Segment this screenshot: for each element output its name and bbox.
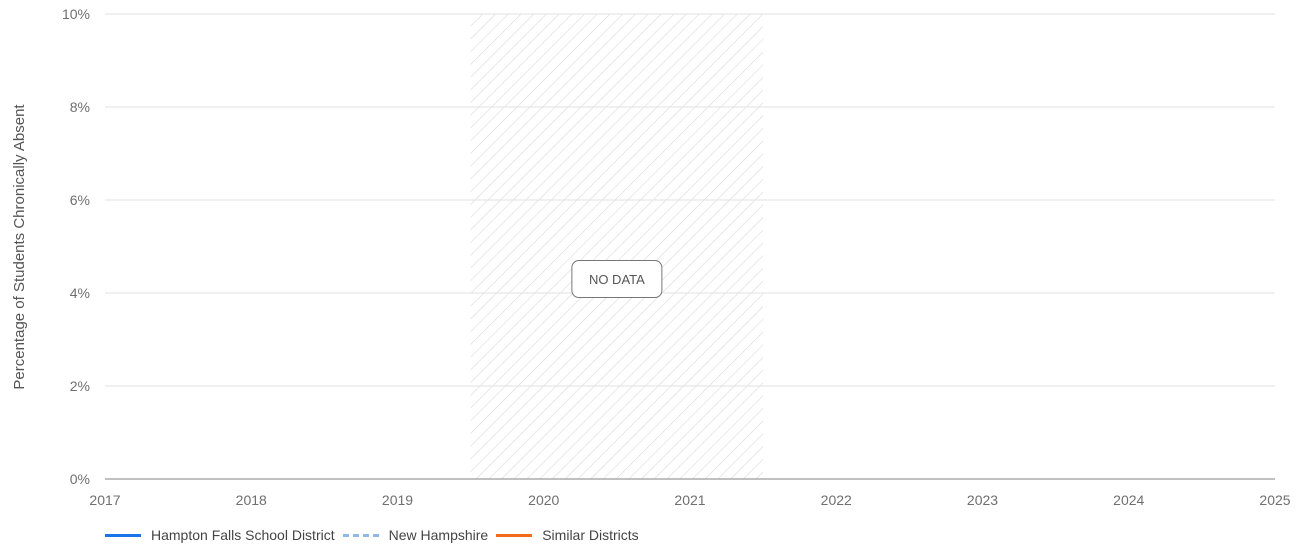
x-tick-label: 2022	[821, 492, 852, 508]
y-tick-label: 4%	[70, 285, 90, 301]
x-tick-label: 2021	[674, 492, 705, 508]
x-tick-label: 2017	[89, 492, 120, 508]
no-data-label: NO DATA	[589, 272, 645, 287]
legend-item: New Hampshire	[342, 527, 489, 543]
legend-label: Hampton Falls School District	[151, 527, 335, 543]
legend-item: Similar Districts	[496, 527, 639, 543]
legend-label: Similar Districts	[542, 527, 639, 543]
chart: 0% 2% 4% 6% 8% 10% 2017 2018 2019 2020 2021 2022 20…	[11, 6, 1291, 508]
x-tick-label: 2024	[1113, 492, 1144, 508]
x-tick-label: 2019	[382, 492, 413, 508]
legend-item: Hampton Falls School District	[105, 527, 335, 543]
no-data-region	[470, 14, 764, 479]
legend: Hampton Falls School District New Hampshi…	[105, 527, 647, 543]
x-tick-label: 2023	[967, 492, 998, 508]
x-tick-label: 2018	[236, 492, 267, 508]
y-tick-label: 2%	[70, 378, 90, 394]
x-tick-label: 2025	[1259, 492, 1290, 508]
y-tick-label: 0%	[70, 471, 90, 487]
legend-swatch	[496, 533, 533, 537]
legend-swatch	[342, 533, 379, 537]
y-tick-label: 6%	[70, 192, 90, 208]
y-tick-label: 10%	[62, 6, 90, 22]
y-axis-title: Percentage of Students Chronically Absen…	[11, 104, 28, 390]
no-data-badge	[571, 260, 663, 299]
y-tick-label: 8%	[70, 99, 90, 115]
legend-swatch	[105, 533, 141, 537]
legend-label: New Hampshire	[388, 527, 489, 543]
x-tick-label: 2020	[528, 492, 559, 508]
